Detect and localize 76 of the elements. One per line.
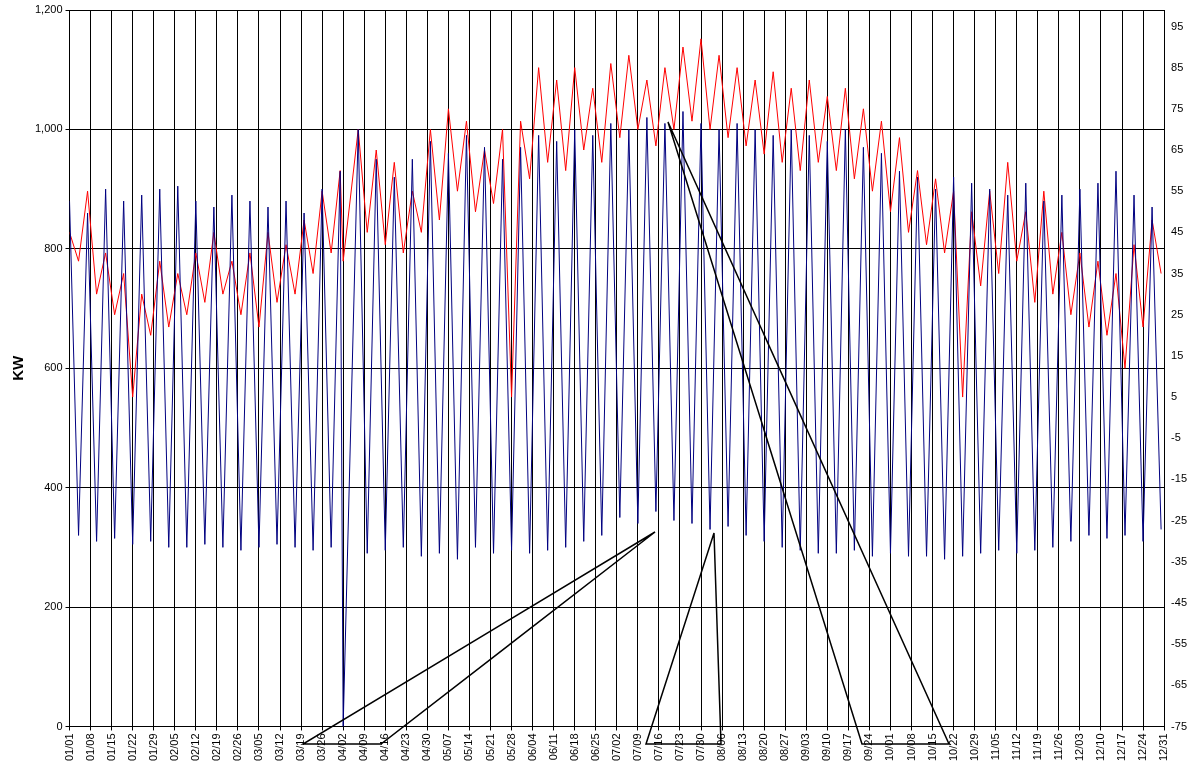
y-tick-label: 800 bbox=[44, 241, 63, 254]
x-tick-label: 03/05 bbox=[252, 733, 264, 761]
x-tick-label: 01/15 bbox=[104, 733, 117, 761]
x-tick-label: 09/24 bbox=[862, 733, 875, 761]
x-tick-label: 02/19 bbox=[209, 733, 222, 761]
y2-tick-label: 45 bbox=[1171, 225, 1184, 238]
x-tick-label: 12/17 bbox=[1115, 733, 1128, 761]
x-tick-label: 01/01 bbox=[62, 733, 75, 761]
y2-tick-label: 35 bbox=[1171, 266, 1184, 279]
x-tick-label: 04/16 bbox=[378, 733, 391, 761]
y-tick-label: 0 bbox=[56, 719, 63, 732]
x-tick-label: 06/25 bbox=[588, 733, 601, 761]
y2-tick-label: -75 bbox=[1171, 719, 1188, 732]
y2-tick-label: 25 bbox=[1171, 307, 1184, 320]
y-tick-label: 400 bbox=[44, 480, 63, 493]
x-tick-label: 07/23 bbox=[672, 733, 685, 761]
y-tick-label: 200 bbox=[44, 600, 63, 613]
x-tick-label: 10/29 bbox=[967, 733, 980, 761]
x-tick-label: 08/20 bbox=[757, 733, 770, 761]
x-tick-label: 07/30 bbox=[694, 733, 707, 761]
x-tick-label: 11/26 bbox=[1051, 733, 1064, 761]
x-tick-label: 11/12 bbox=[1009, 733, 1022, 761]
x-tick-label: 08/06 bbox=[715, 733, 728, 761]
x-tick-label: 02/12 bbox=[188, 733, 201, 761]
y-tick-label: 1,200 bbox=[35, 3, 63, 16]
y2-tick-label: -5 bbox=[1171, 431, 1181, 444]
x-tick-label: 12/03 bbox=[1072, 733, 1085, 761]
x-tick-label: 08/27 bbox=[778, 733, 791, 761]
x-tick-label: 01/29 bbox=[146, 733, 159, 761]
x-tick-label: 04/23 bbox=[399, 733, 412, 761]
y2-tick-label: -25 bbox=[1171, 513, 1188, 526]
y2-tick-label: 85 bbox=[1171, 60, 1184, 73]
x-tick-label: 09/10 bbox=[820, 733, 833, 761]
x-tick-label: 12/31 bbox=[1157, 733, 1170, 761]
x-tick-label: 01/22 bbox=[125, 733, 138, 761]
x-tick-label: 10/22 bbox=[946, 733, 959, 761]
y-axis-title: KW bbox=[9, 354, 27, 381]
y2-tick-label: 65 bbox=[1171, 143, 1184, 156]
x-tick-label: 08/13 bbox=[736, 733, 749, 761]
x-tick-label: 09/03 bbox=[799, 733, 812, 761]
x-tick-label: 06/04 bbox=[525, 733, 538, 761]
x-tick-label: 07/02 bbox=[609, 733, 622, 761]
x-tick-label: 03/26 bbox=[315, 733, 328, 761]
y-tick-label: 1,000 bbox=[35, 122, 63, 135]
x-tick-label: 03/12 bbox=[273, 733, 286, 761]
y2-tick-label: 75 bbox=[1171, 101, 1184, 114]
y2-tick-label: -65 bbox=[1171, 678, 1188, 691]
x-tick-label: 11/05 bbox=[988, 733, 1001, 761]
y2-tick-label: -45 bbox=[1171, 595, 1188, 608]
y2-tick-label: 15 bbox=[1171, 348, 1184, 361]
x-tick-label: 06/18 bbox=[567, 733, 580, 761]
x-tick-label: 12/10 bbox=[1093, 733, 1106, 761]
x-tick-label: 03/19 bbox=[294, 733, 307, 761]
x-tick-label: 06/11 bbox=[546, 733, 559, 761]
y2-tick-label: 5 bbox=[1171, 390, 1178, 403]
x-tick-label: 09/17 bbox=[841, 733, 854, 761]
x-tick-label: 02/05 bbox=[167, 733, 180, 761]
x-tick-label: 05/07 bbox=[441, 733, 454, 761]
x-tick-label: 05/21 bbox=[483, 733, 496, 761]
x-tick-label: 01/08 bbox=[83, 733, 96, 761]
x-tick-label: 11/19 bbox=[1030, 733, 1043, 761]
x-tick-label: 10/15 bbox=[925, 733, 938, 761]
x-tick-label: 10/08 bbox=[904, 733, 917, 761]
x-tick-label: 12/24 bbox=[1136, 733, 1149, 761]
x-tick-label: 05/14 bbox=[462, 733, 475, 761]
y2-tick-label: -55 bbox=[1171, 637, 1188, 650]
y2-tick-label: -15 bbox=[1171, 472, 1188, 485]
y-tick-label: 600 bbox=[44, 361, 63, 374]
y2-tick-label: -35 bbox=[1171, 554, 1188, 567]
x-tick-label: 04/30 bbox=[420, 733, 433, 761]
x-tick-label: 07/16 bbox=[651, 733, 664, 761]
y2-tick-label: 55 bbox=[1171, 184, 1184, 197]
x-tick-label: 07/09 bbox=[630, 733, 643, 761]
x-tick-label: 05/28 bbox=[504, 733, 517, 761]
x-tick-label: 02/26 bbox=[230, 733, 243, 761]
y2-tick-label: 95 bbox=[1171, 19, 1184, 32]
